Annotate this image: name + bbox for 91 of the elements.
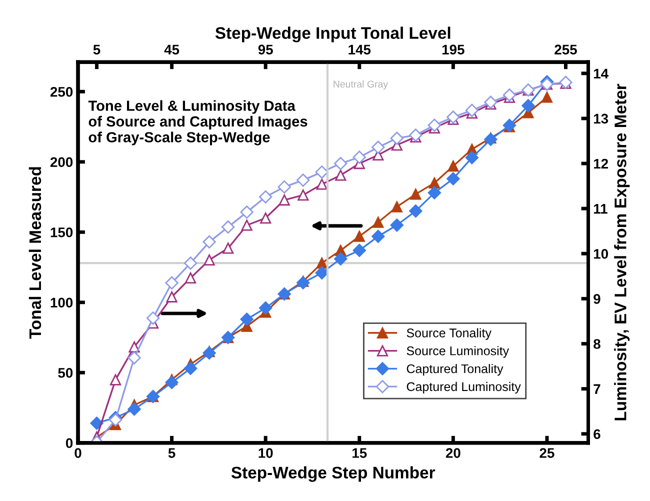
point <box>222 242 234 254</box>
point <box>522 99 535 112</box>
legend-label: Source Luminosity <box>406 346 510 358</box>
point <box>240 312 254 326</box>
point <box>278 194 290 206</box>
point <box>298 189 309 201</box>
point <box>146 311 160 325</box>
point <box>448 160 459 172</box>
point <box>128 351 141 364</box>
point <box>184 362 198 376</box>
y-tick-label: 100 <box>50 298 73 308</box>
y2-axis-title: Luminosity, EV Level from Exposure Meter <box>614 84 630 420</box>
point <box>315 165 328 179</box>
point <box>128 341 140 352</box>
point <box>410 188 422 200</box>
point <box>352 150 366 164</box>
point <box>541 92 553 103</box>
text: Tone Level & Luminosity Data of Source and Captured Images of Gray-Scale Step-Wedge <box>88 100 308 146</box>
point <box>278 180 291 194</box>
point <box>446 172 460 186</box>
x2-tick-label: 195 <box>442 44 464 55</box>
point <box>334 156 348 170</box>
point <box>259 301 272 315</box>
x-tick-label: 5 <box>168 448 176 458</box>
x2-axis-title: Step-Wedge Input Tonal Level <box>215 26 450 42</box>
point <box>428 118 442 132</box>
legend-label: Captured Tonality <box>406 364 504 376</box>
y-axis-title: Tonal Level Measured <box>28 167 42 339</box>
x2-tick-label: 95 <box>258 44 273 55</box>
point <box>240 206 254 219</box>
point <box>221 220 235 234</box>
point <box>296 276 310 290</box>
x2-tick-label: 255 <box>554 44 577 55</box>
point <box>204 254 215 266</box>
point <box>391 201 402 212</box>
x-tick-label: 0 <box>74 448 82 458</box>
y-tick-label: 250 <box>50 86 73 97</box>
y2-tick-label: 13 <box>594 114 608 124</box>
x2-tick-label: 145 <box>348 44 371 55</box>
point <box>334 252 348 266</box>
point <box>372 216 384 228</box>
point <box>315 266 328 280</box>
point <box>372 230 385 243</box>
point <box>372 140 385 154</box>
point <box>465 104 479 117</box>
point <box>428 186 442 200</box>
y-tick-label: 50 <box>58 368 73 378</box>
point <box>259 190 272 204</box>
x-tick-label: 15 <box>352 448 367 458</box>
y-tick-label: 200 <box>50 157 73 168</box>
x-tick-label: 25 <box>540 448 554 458</box>
y2-tick-label: 6 <box>594 429 600 440</box>
y2-tick-label: 12 <box>594 158 608 169</box>
y2-tick-label: 7 <box>594 384 600 394</box>
point <box>128 402 141 416</box>
y-tick-label: 150 <box>50 227 73 238</box>
point <box>185 272 196 284</box>
legend-label: Source Tonality <box>406 328 492 340</box>
point <box>184 256 198 270</box>
legend-label: Captured Luminosity <box>406 382 521 394</box>
point <box>202 346 216 360</box>
ref-line-label: Neutral Gray <box>334 80 388 90</box>
y2-tick-label: 9 <box>594 294 600 304</box>
point <box>202 235 216 249</box>
point <box>354 230 365 242</box>
point <box>390 132 404 145</box>
point <box>316 178 328 190</box>
point <box>428 177 440 189</box>
point <box>110 374 122 386</box>
point <box>241 220 252 231</box>
y2-tick-label: 14 <box>594 68 608 78</box>
x-tick-label: 10 <box>258 448 273 458</box>
point <box>352 244 366 257</box>
point <box>502 88 516 102</box>
y2-tick-label: 10 <box>594 248 608 259</box>
x-tick-label: 20 <box>446 448 460 458</box>
x-axis-title: Step-Wedge Step Number <box>231 466 436 482</box>
x2-tick-label: 5 <box>93 44 100 55</box>
point <box>296 174 310 187</box>
y2-tick-label: 8 <box>594 339 600 349</box>
point <box>390 218 404 232</box>
y2-tick-label: 11 <box>594 204 608 214</box>
point <box>166 291 178 302</box>
y-tick-label: 0 <box>66 438 73 448</box>
point <box>260 212 272 224</box>
point <box>335 170 346 181</box>
point <box>409 204 422 218</box>
x2-tick-label: 45 <box>164 44 180 55</box>
point <box>165 276 178 290</box>
point <box>465 151 479 164</box>
point <box>165 376 178 390</box>
